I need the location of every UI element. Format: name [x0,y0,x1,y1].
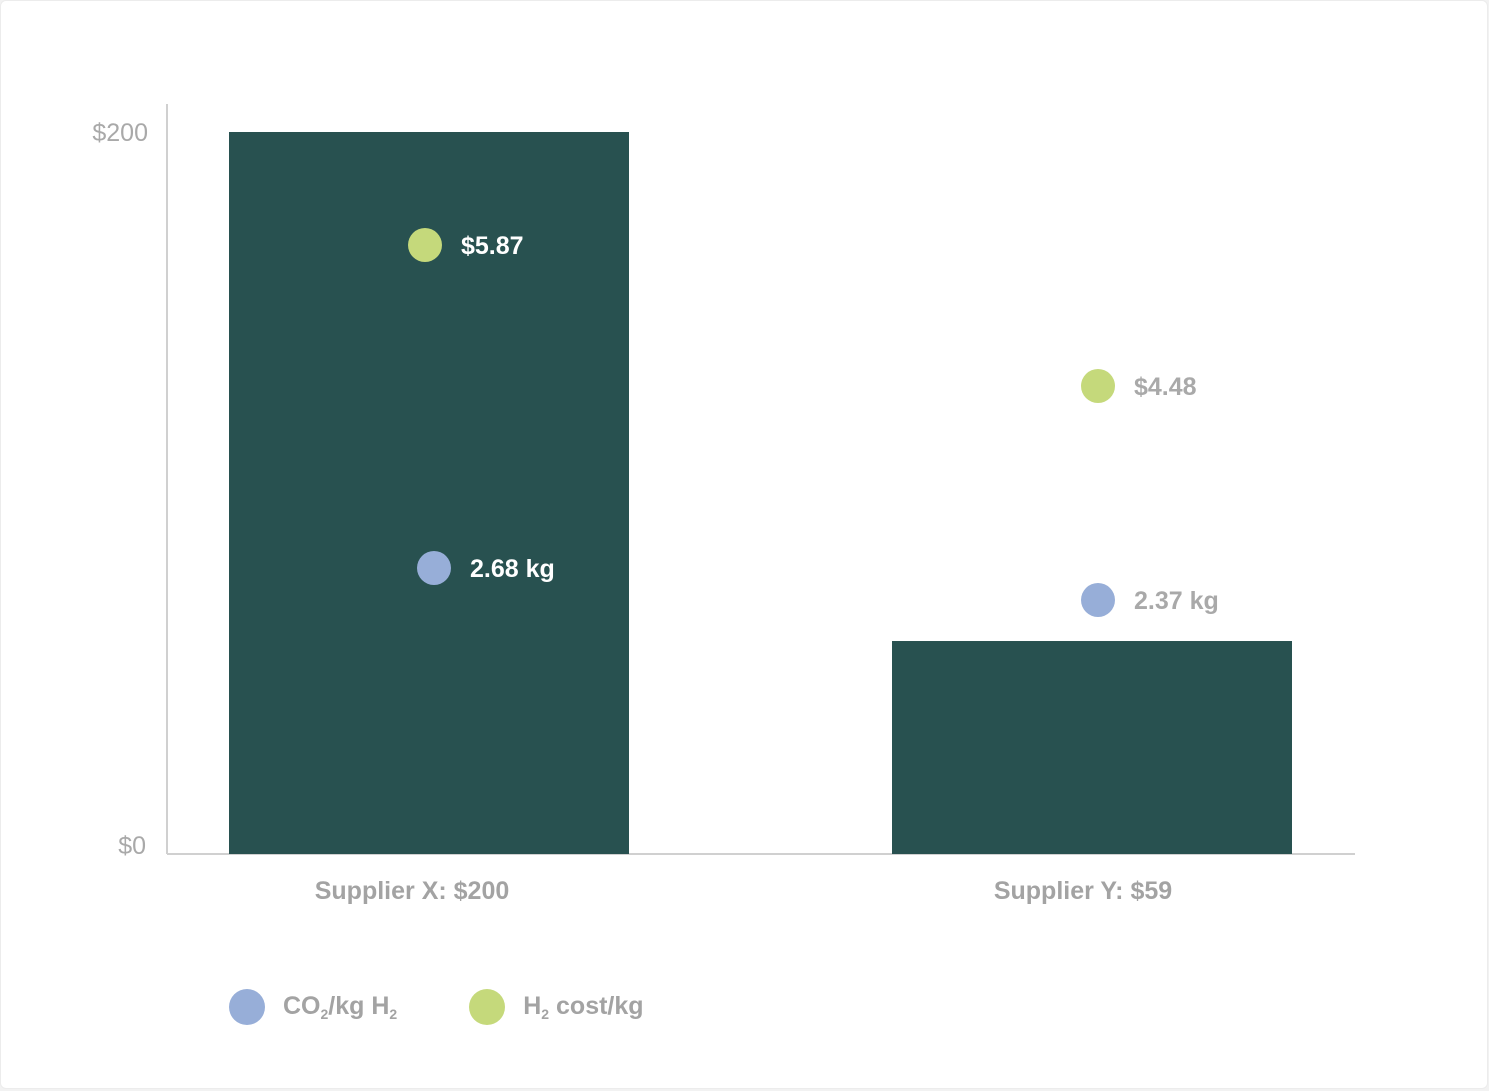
co2-data-label: 2.68 kg [470,555,555,583]
x-category-label: Supplier Y: $59 [994,877,1172,905]
co2-point[interactable] [1081,583,1115,617]
y-tick-label-max: $200 [92,119,148,147]
bar-supplier-y[interactable] [892,641,1292,854]
bar-chart: $200 $0 Supplier X: $200 Supplier Y: $59 2… [92,104,1355,905]
co2-data-label: 2.37 kg [1134,587,1219,615]
legend: CO2/kg H2 H2 cost/kg [229,987,716,1027]
h2-cost-data-label: $5.87 [461,232,524,260]
legend-co2-dot [229,989,265,1025]
legend-co2-label: CO2/kg H2 [283,992,398,1022]
h2-cost-data-label: $4.48 [1134,373,1197,401]
x-category-label: Supplier X: $200 [315,877,510,905]
legend-h2-label: H2 cost/kg [523,992,644,1022]
legend-item-h2-cost[interactable]: H2 cost/kg [469,989,644,1025]
legend-item-co2[interactable]: CO2/kg H2 [229,989,397,1025]
y-tick-label-zero: $0 [118,832,146,860]
co2-point[interactable] [417,551,451,585]
h2-cost-point[interactable] [408,228,442,262]
h2-cost-point[interactable] [1081,369,1115,403]
legend-h2-dot [469,989,506,1025]
